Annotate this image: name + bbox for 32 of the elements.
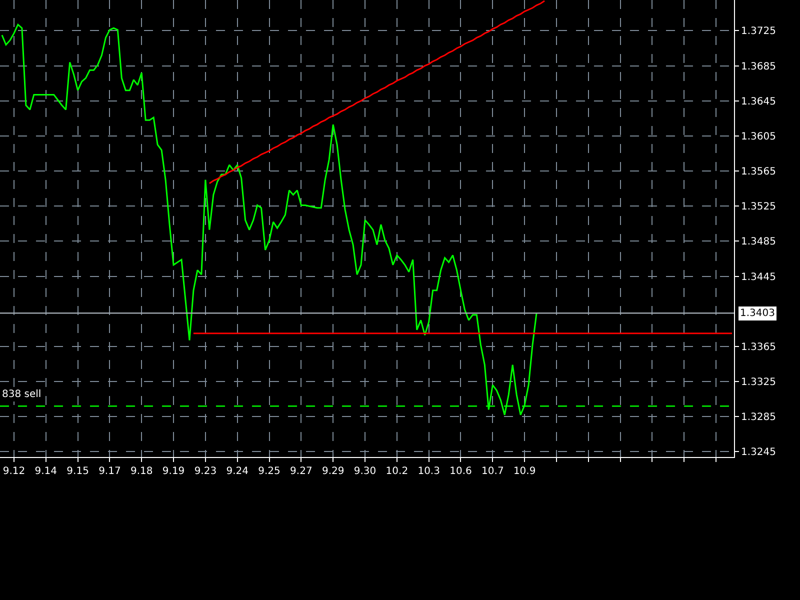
- x-tick-label: 9.14: [34, 466, 58, 477]
- y-tick-label: 1.3645: [741, 96, 776, 108]
- x-tick-label: 9.24: [226, 466, 248, 477]
- y-tick-label: 1.3565: [741, 166, 776, 178]
- y-tick-label: 1.3485: [741, 236, 776, 248]
- x-tick-label: 10.9: [513, 466, 536, 477]
- y-tick-label: 1.3525: [741, 202, 776, 213]
- x-tick-label: 10.6: [450, 466, 472, 477]
- y-tick-label: 1.3365: [741, 342, 776, 353]
- y-tick-label: 1.3285: [741, 412, 776, 424]
- x-tick-label: 9.27: [290, 466, 312, 477]
- y-tick-label: 1.3685: [741, 61, 776, 72]
- x-tick-label: 9.18: [130, 466, 153, 477]
- ref-line-label: 1.3403: [740, 308, 775, 319]
- x-tick-label: 9.19: [162, 466, 185, 477]
- y-tick-label: 1.3325: [741, 377, 776, 388]
- x-tick-label: 9.29: [322, 466, 344, 477]
- y-tick-label: 1.3245: [741, 447, 776, 458]
- x-tick-label: 9.15: [66, 466, 89, 477]
- x-tick-label: 9.12: [2, 466, 26, 477]
- x-tick-label: 10.3: [418, 466, 440, 477]
- x-tick-label: 10.7: [482, 466, 504, 477]
- y-tick-label: 1.3445: [741, 272, 776, 283]
- line-series: [208, 0, 546, 184]
- y-tick-label: 1.3725: [741, 26, 776, 38]
- x-tick-label: 9.30: [354, 466, 376, 477]
- y-tick-label: 1.3605: [741, 131, 776, 142]
- x-tick-label: 9.17: [98, 466, 121, 477]
- x-tick-label: 9.23: [194, 466, 217, 477]
- ref-line-label: 838 sell: [2, 389, 42, 400]
- x-tick-label: 10.2: [386, 466, 408, 477]
- x-tick-label: 9.25: [258, 466, 280, 477]
